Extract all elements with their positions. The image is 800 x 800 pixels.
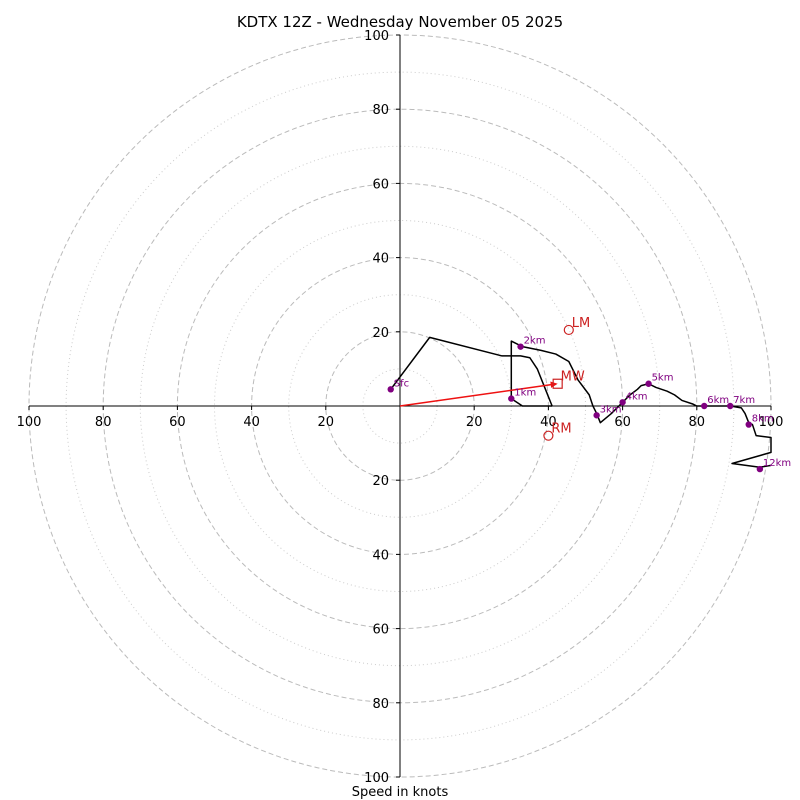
storm-motions: LM MW RM — [543, 316, 590, 441]
mw-label: MW — [561, 370, 585, 385]
rm-marker — [543, 430, 554, 441]
x-tick-label: 80 — [95, 415, 112, 430]
height-label-12km: 12km — [763, 458, 791, 469]
x-tick-label: 80 — [689, 415, 706, 430]
x-tick-label: 100 — [17, 415, 42, 430]
height-label-5km: 5km — [652, 373, 674, 384]
height-marker-5km — [645, 380, 652, 387]
height-label-2km: 2km — [524, 336, 546, 347]
height-label-7km: 7km — [733, 395, 755, 406]
x-tick-label: 20 — [318, 415, 335, 430]
mean-wind-vector — [399, 383, 556, 407]
height-marker-1km — [508, 395, 515, 402]
mean-wind-arrowhead — [550, 381, 558, 388]
y-tick-label: 100 — [364, 771, 389, 786]
height-label-3km: 3km — [600, 404, 622, 415]
height-label-1km: 1km — [514, 388, 536, 399]
y-tick-label: 20 — [372, 326, 389, 341]
y-tick-label: 40 — [372, 548, 389, 563]
height-label-6km: 6km — [707, 395, 729, 406]
lm-marker — [563, 324, 574, 336]
height-label-sfc: Sfc — [394, 378, 409, 389]
x-tick-label: 60 — [169, 415, 186, 430]
rm-label: RM — [551, 422, 571, 437]
height-label-4km: 4km — [626, 391, 648, 402]
y-tick-label: 60 — [372, 623, 389, 638]
height-markers: Sfc 1km 2km 3km 4km 5km 6km 7km 8km 12km — [387, 336, 791, 473]
x-axis-label: Speed in knots — [352, 785, 449, 800]
x-tick-label: 40 — [540, 415, 557, 430]
mean-wind-vector-group — [399, 381, 558, 407]
x-tick-label: 100 — [759, 415, 784, 430]
hodograph-trace-lower — [390, 336, 553, 407]
x-tick-label: 40 — [243, 415, 260, 430]
height-marker-6km — [701, 402, 708, 410]
chart-title: KDTX 12Z - Wednesday November 05 2025 — [237, 13, 563, 31]
tick-labels: 100 80 60 40 20 20 40 60 80 100 100 80 60 40 20 20 40 60 8… — [17, 29, 784, 786]
y-tick-label: 80 — [372, 103, 389, 118]
height-marker-sfc — [387, 386, 394, 393]
height-marker-7km — [726, 402, 734, 410]
y-tick-label: 60 — [372, 177, 389, 192]
y-tick-label: 100 — [364, 29, 389, 44]
height-marker-4km — [619, 399, 626, 406]
x-tick-label: 60 — [614, 415, 631, 430]
height-marker-8km — [745, 421, 752, 428]
y-tick-label: 20 — [372, 474, 389, 489]
x-tick-label: 20 — [466, 415, 483, 430]
mw-marker — [552, 378, 563, 389]
height-marker-3km — [593, 412, 600, 419]
y-tick-label: 40 — [372, 252, 389, 267]
height-marker-12km — [756, 465, 764, 473]
height-marker-2km — [517, 343, 524, 350]
lm-label: LM — [572, 316, 590, 331]
y-tick-label: 80 — [372, 697, 389, 712]
height-label-8km: 8km — [752, 414, 774, 425]
